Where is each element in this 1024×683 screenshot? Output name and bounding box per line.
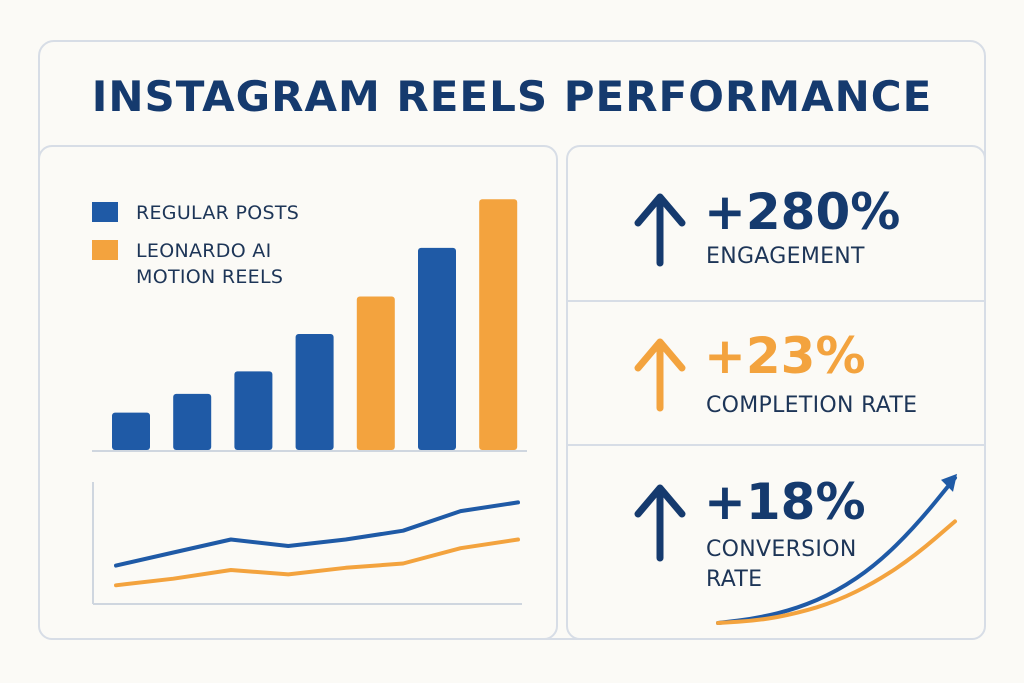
stat-value: +23% [704,327,866,385]
title-bar: INSTAGRAM REELS PERFORMANCE [40,42,984,146]
legend-swatch [92,202,118,222]
legend-item-leonardo-reels: LEONARDO AI MOTION REELS [92,238,283,290]
legend-label: LEONARDO AI MOTION REELS [136,240,284,288]
stat-value: +18% [704,473,866,531]
stats-divider [568,444,984,446]
arrow-up-icon [634,338,686,412]
stat-label: CONVERSION RATE [706,537,857,592]
legend-item-regular-posts: REGULAR POSTS [92,200,299,226]
stat-label: ENGAGEMENT [706,244,865,269]
stats-divider [568,300,984,302]
legend-label: REGULAR POSTS [136,202,300,224]
stat-label: COMPLETION RATE [706,393,918,418]
stat-value: +280% [704,183,901,241]
page-title: INSTAGRAM REELS PERFORMANCE [91,71,933,121]
arrow-up-icon [634,193,686,267]
legend-swatch [92,240,118,260]
arrow-up-icon [634,484,686,562]
